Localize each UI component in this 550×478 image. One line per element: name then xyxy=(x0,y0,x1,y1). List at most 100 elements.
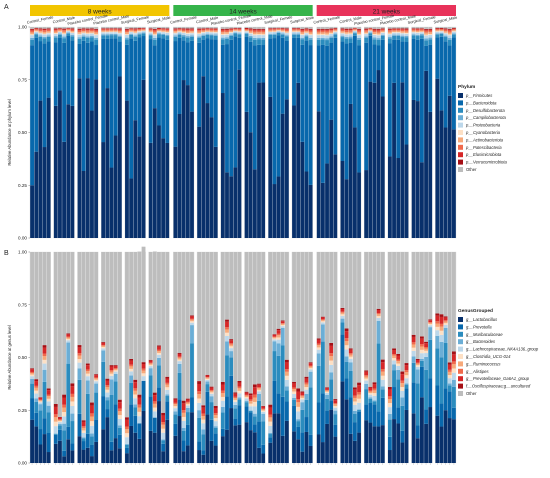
bar-segment-genus xyxy=(85,380,90,394)
bar-segment-phylum xyxy=(229,30,234,33)
bar-segment-phylum xyxy=(233,27,238,28)
bar-segment-genus xyxy=(38,400,43,402)
bar-segment-phylum xyxy=(372,32,377,35)
bar-segment-genus xyxy=(248,393,253,396)
bar-segment-phylum xyxy=(90,41,94,111)
y-tick-label-genus: 0.50 xyxy=(18,355,27,360)
bar-segment-phylum xyxy=(411,38,416,100)
bar-segment-genus xyxy=(372,388,377,391)
bar-segment-genus xyxy=(205,374,210,376)
bar-segment-phylum xyxy=(368,28,373,30)
bar-segment-genus xyxy=(372,390,377,394)
bar-segment-phylum xyxy=(213,32,218,35)
bar-segment-phylum xyxy=(125,44,129,101)
bar-segment-genus xyxy=(272,334,277,335)
bar-segment-genus xyxy=(220,436,225,463)
bar-segment-genus xyxy=(439,403,444,427)
bar-segment-genus xyxy=(261,405,266,407)
bar-segment-phylum xyxy=(304,29,309,30)
bar-segment-genus xyxy=(85,369,90,372)
bar-segment-phylum xyxy=(58,29,62,31)
bar-segment-genus xyxy=(304,399,309,418)
bar-segment-genus xyxy=(296,388,301,392)
bar-segment-genus xyxy=(173,398,178,400)
bar-segment-genus xyxy=(229,340,234,344)
bar-segment-genus xyxy=(148,366,153,369)
bar-segment-genus xyxy=(357,385,361,393)
bar-segment-phylum xyxy=(268,34,273,39)
bar-segment-genus xyxy=(152,392,157,396)
bar-segment-genus xyxy=(152,395,157,402)
bar-segment-genus xyxy=(70,406,75,414)
bar-segment-genus xyxy=(101,396,106,430)
bar-segment-genus xyxy=(424,356,428,370)
bar-segment-genus xyxy=(452,372,456,380)
bar-segment-phylum xyxy=(257,44,261,83)
bar-segment-genus xyxy=(419,344,424,347)
bar-segment-phylum xyxy=(300,141,305,238)
bar-segment-genus xyxy=(185,405,190,408)
bar-segment-genus xyxy=(248,411,253,413)
legend-label-genus: g__Ruminococcus xyxy=(466,361,501,366)
bar-segment-phylum xyxy=(261,82,266,238)
bar-segment-genus xyxy=(157,252,161,346)
bar-segment-phylum xyxy=(419,30,424,32)
bar-segment-phylum xyxy=(185,27,190,29)
bar-segment-phylum xyxy=(280,31,285,34)
bar-segment-genus xyxy=(137,407,142,412)
bar-segment-genus xyxy=(333,410,338,415)
bar-segment-genus xyxy=(292,389,296,392)
bar-segment-genus xyxy=(81,432,86,438)
bar-segment-phylum xyxy=(197,29,202,31)
bar-segment-phylum xyxy=(129,27,134,29)
bar-segment-genus xyxy=(201,252,206,406)
bar-segment-genus xyxy=(81,430,86,433)
bar-segment-phylum xyxy=(261,30,266,33)
bar-segment-phylum xyxy=(424,30,428,33)
bar-segment-phylum xyxy=(304,36,309,41)
legend-swatch-phylum xyxy=(458,152,463,158)
bar-segment-phylum xyxy=(113,38,118,136)
bar-segment-genus xyxy=(333,424,338,437)
legend-label-genus: g__Bacteroides xyxy=(466,339,496,344)
bar-segment-genus xyxy=(85,447,90,463)
bar-segment-phylum xyxy=(141,36,146,80)
bar-segment-phylum xyxy=(320,39,325,45)
bar-segment-phylum xyxy=(229,39,234,177)
bar-segment-genus xyxy=(81,427,86,431)
group-label: Surgical_Female xyxy=(407,15,436,25)
bar-segment-genus xyxy=(58,421,62,423)
bar-segment-phylum xyxy=(261,27,266,29)
bar-segment-genus xyxy=(237,252,242,381)
bar-segment-phylum xyxy=(85,29,90,31)
bar-segment-phylum xyxy=(368,81,373,238)
bar-segment-genus xyxy=(428,327,433,340)
bar-segment-genus xyxy=(372,400,377,402)
bar-segment-genus xyxy=(252,416,257,425)
bar-segment-phylum xyxy=(34,151,39,238)
bar-segment-genus xyxy=(443,410,448,463)
y-tick-label-genus: 0.00 xyxy=(18,461,27,466)
bar-segment-genus xyxy=(233,392,238,394)
bar-segment-genus xyxy=(424,353,428,357)
bar-segment-genus xyxy=(357,392,361,395)
bar-segment-genus xyxy=(157,401,161,463)
bar-segment-genus xyxy=(66,252,71,334)
bar-segment-phylum xyxy=(419,28,424,30)
bar-segment-phylum xyxy=(213,32,218,33)
bar-segment-phylum xyxy=(113,28,118,29)
bar-segment-genus xyxy=(85,365,90,370)
bar-segment-genus xyxy=(368,398,373,403)
bar-segment-genus xyxy=(268,434,273,438)
bar-segment-genus xyxy=(173,402,178,405)
bar-segment-genus xyxy=(105,380,110,386)
bar-segment-genus xyxy=(435,252,440,314)
bar-segment-phylum xyxy=(357,29,361,31)
bar-segment-genus xyxy=(348,252,353,349)
bar-segment-phylum xyxy=(81,35,86,37)
bar-segment-phylum xyxy=(152,29,157,31)
bar-segment-genus xyxy=(447,364,452,370)
bar-segment-phylum xyxy=(257,32,261,35)
bar-segment-genus xyxy=(30,252,34,369)
